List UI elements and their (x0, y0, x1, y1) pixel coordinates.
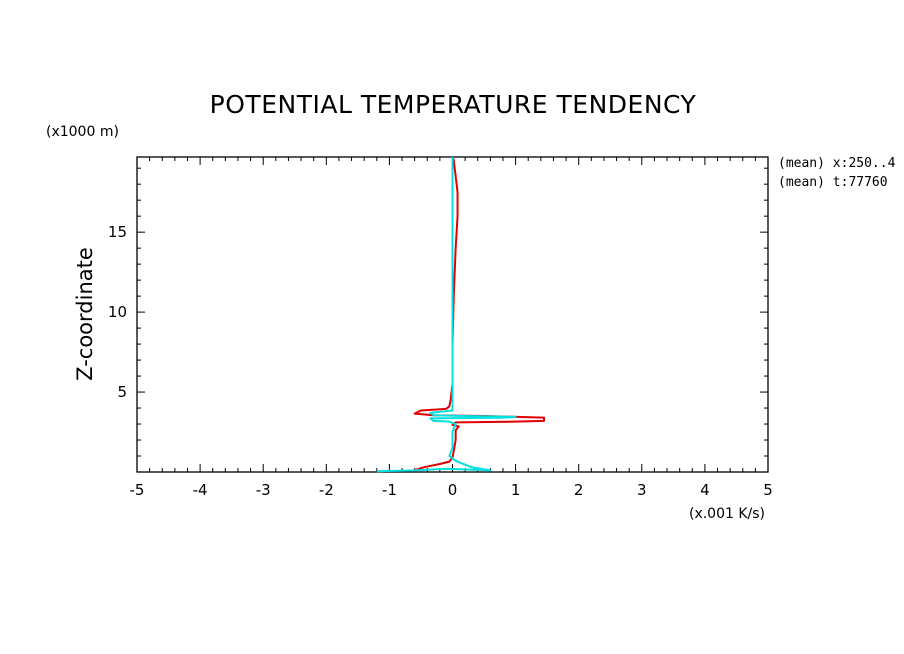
axes-frame: -5 -4 -3 -2 -1 0 1 2 3 4 5 5 10 15 (108, 156, 773, 499)
x-tick-label: 4 (700, 481, 710, 499)
y-tick-label: 10 (108, 303, 127, 321)
x-tick-label: 0 (448, 481, 458, 499)
x-tick-label: -3 (256, 481, 271, 499)
x-tick-label: 1 (511, 481, 521, 499)
x-tick-label: -1 (382, 481, 397, 499)
annotation-t-mean: (mean) t:77760 (778, 175, 888, 190)
y-axis-units: (x1000 m) (46, 124, 119, 140)
y-axis-label: Z-coordinate (73, 247, 97, 381)
series-line-2 (376, 157, 517, 473)
x-tick-label: 5 (763, 481, 773, 499)
annotation-x-mean: (mean) x:250..4 (778, 156, 896, 171)
data-series (376, 156, 545, 473)
y-tick-label: 15 (108, 223, 127, 241)
x-tick-label: -4 (193, 481, 208, 499)
x-tick-label: -5 (130, 481, 145, 499)
x-tick-label: -2 (319, 481, 334, 499)
x-tick-label: 2 (574, 481, 584, 499)
chart-title: POTENTIAL TEMPERATURE TENDENCY (210, 90, 697, 119)
series-line-1 (411, 156, 545, 473)
x-axis-units: (x.001 K/s) (689, 506, 765, 522)
y-tick-label: 5 (117, 383, 127, 401)
x-tick-label: 3 (637, 481, 647, 499)
